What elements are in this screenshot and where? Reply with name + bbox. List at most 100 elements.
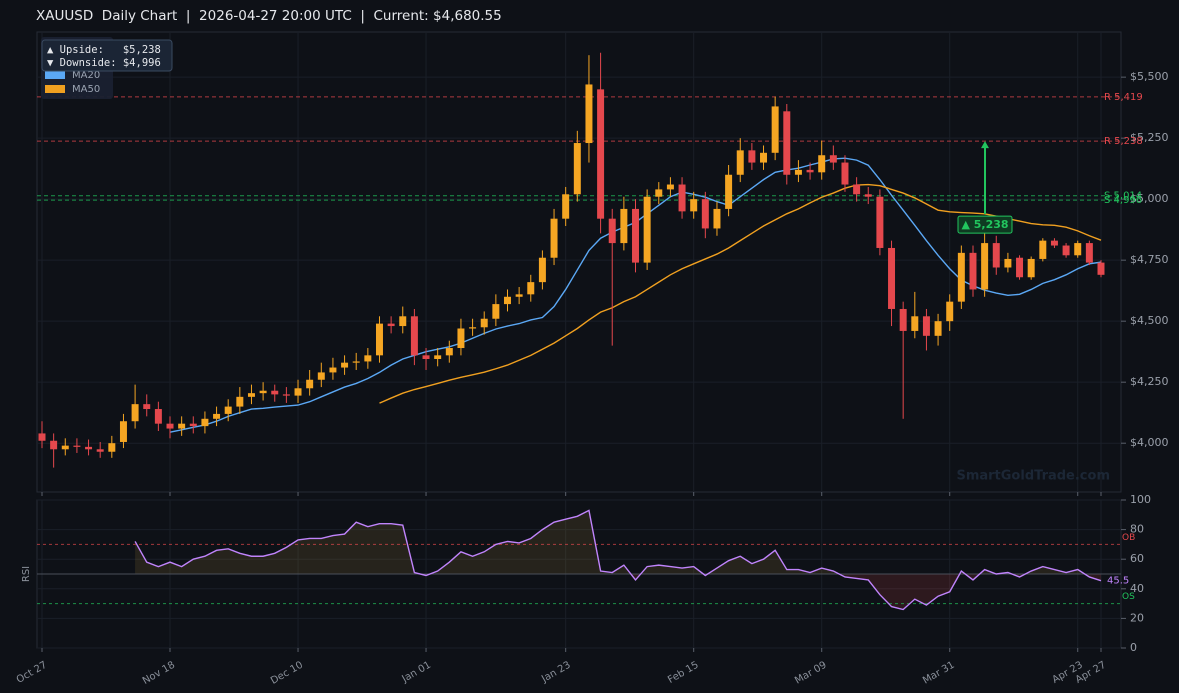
ma-line xyxy=(379,183,1102,404)
candle-body xyxy=(585,84,593,144)
y-tick-label: $4,500 xyxy=(1130,314,1169,327)
candle-body xyxy=(853,184,861,195)
candle-body xyxy=(445,348,453,356)
candle-body xyxy=(946,301,954,322)
candle-body xyxy=(189,423,197,427)
candle-body xyxy=(992,243,1000,268)
rsi-os-label: OS xyxy=(1122,592,1135,602)
candle-body xyxy=(841,162,849,185)
rsi-axis-label: RSI xyxy=(21,566,32,582)
level-label: R 5,419 xyxy=(1104,92,1143,103)
candle-body xyxy=(38,433,46,441)
candle-body xyxy=(911,316,919,331)
candle-body xyxy=(899,308,907,331)
candle-body xyxy=(771,106,779,153)
target-box xyxy=(957,215,1013,234)
candle-body xyxy=(538,257,546,283)
plot-layer xyxy=(37,52,1121,611)
candle-body xyxy=(562,194,570,219)
candle-body xyxy=(1074,243,1082,256)
candle-body xyxy=(387,323,395,327)
candle-body xyxy=(1097,262,1105,275)
candle-body xyxy=(329,367,337,373)
candle-body xyxy=(760,152,768,163)
candle-body xyxy=(608,218,616,244)
candle-body xyxy=(434,355,442,360)
candle-body xyxy=(690,199,698,212)
candle-body xyxy=(166,423,174,429)
rsi-y-tick-label: 60 xyxy=(1130,552,1144,565)
candle-body xyxy=(1062,245,1070,256)
y-tick-label: $5,500 xyxy=(1130,70,1169,83)
candle-body xyxy=(736,150,744,175)
candle-body xyxy=(725,174,733,209)
candle-body xyxy=(492,304,500,319)
candle-body xyxy=(632,208,639,263)
candle-body xyxy=(341,362,349,368)
rsi-y-tick-label: 20 xyxy=(1130,611,1144,624)
candle-body xyxy=(469,327,477,329)
legend-label: MA20 xyxy=(72,70,100,81)
rsi-y-tick-label: 0 xyxy=(1130,641,1137,654)
watermark: SmartGoldTrade.com xyxy=(956,469,1110,484)
candle-body xyxy=(806,169,814,173)
level-label: S 4,996 xyxy=(1104,195,1142,206)
candle-body xyxy=(352,361,360,363)
candle-body xyxy=(364,355,372,362)
info-line: ▲ Upside: $5,238 xyxy=(47,44,161,56)
candle-body xyxy=(224,406,232,414)
candle-body xyxy=(597,89,605,219)
grid-layer: SmartGoldTrade.com xyxy=(37,32,1126,652)
candle-body xyxy=(201,418,209,427)
legend-swatch xyxy=(45,71,65,79)
candle-body xyxy=(969,252,977,290)
rsi-fill-below xyxy=(135,574,1101,610)
candle-body xyxy=(1039,240,1047,259)
candle-body xyxy=(748,150,756,163)
target-arrowhead xyxy=(981,141,989,149)
candle-body xyxy=(108,443,116,452)
candle-body xyxy=(620,208,628,244)
candle-body xyxy=(50,440,58,450)
candle-body xyxy=(678,184,686,212)
candle-body xyxy=(143,404,151,410)
candle-body xyxy=(96,449,104,452)
info-box xyxy=(41,39,173,72)
target-label: ▲ 5,238 xyxy=(961,218,1008,231)
candle-body xyxy=(61,445,69,450)
rsi-line xyxy=(134,509,1102,611)
candle-body xyxy=(178,423,186,429)
candle-body xyxy=(655,189,663,197)
rsi-ob-label: OB xyxy=(1122,533,1135,543)
candle-body xyxy=(480,318,488,328)
candle-body xyxy=(922,316,930,336)
candle-body xyxy=(131,404,139,422)
candle-body xyxy=(213,413,221,419)
candle-body xyxy=(271,390,279,395)
legend-label: MA50 xyxy=(72,84,100,95)
candle-body xyxy=(550,218,558,258)
candle-body xyxy=(236,396,244,407)
candle-body xyxy=(399,316,407,327)
candle-body xyxy=(876,196,884,248)
rsi-y-tick-label: 40 xyxy=(1130,582,1144,595)
candle-body xyxy=(934,321,942,336)
candle-body xyxy=(247,393,255,397)
candle-body xyxy=(1027,258,1035,278)
chart-title: XAUUSD Daily Chart | 2026-04-27 20:00 UT… xyxy=(36,8,502,24)
candle-body xyxy=(119,421,127,442)
candle-body xyxy=(573,143,581,195)
info-line: ▼ Downside: $4,996 xyxy=(47,57,161,69)
candle-body xyxy=(306,379,314,389)
candle-body xyxy=(713,208,721,229)
candle-body xyxy=(73,445,81,447)
candle-body xyxy=(643,196,651,263)
candle-body xyxy=(1016,257,1024,278)
legend-swatch xyxy=(45,85,65,93)
rsi-y-tick-label: 100 xyxy=(1130,493,1151,506)
candle-body xyxy=(829,155,837,163)
y-tick-label: $4,000 xyxy=(1130,436,1169,449)
candle-body xyxy=(294,388,302,396)
